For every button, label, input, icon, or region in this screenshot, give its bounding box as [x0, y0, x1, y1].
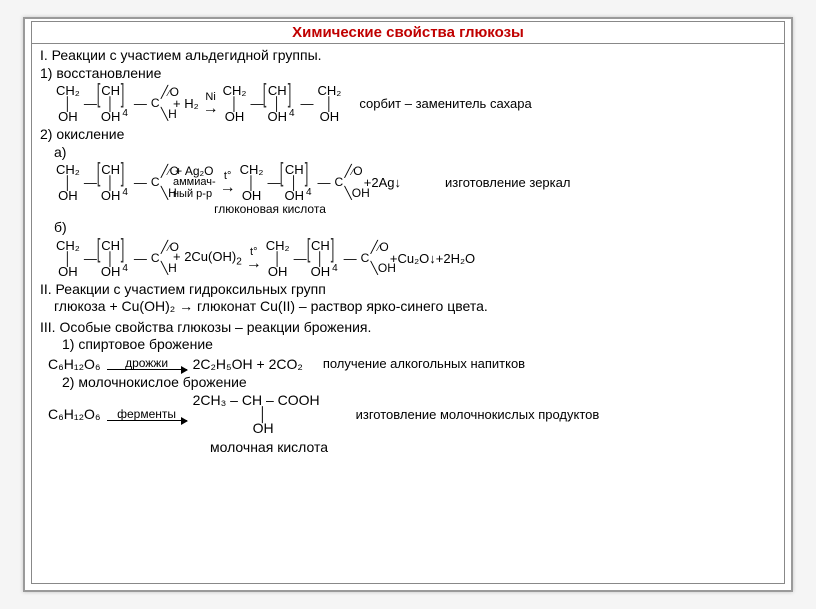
lactic-acid-struct: 2CH₃ – CH – COOH │ OH	[193, 393, 320, 435]
gluconic-label: глюконовая кислота	[170, 202, 370, 216]
glucose-formula: C₆H₁₂O₆	[48, 356, 101, 372]
ferment-1-label: 1) спиртовое брожение	[62, 336, 776, 354]
reaction-silver-mirror: CH₂│OH — CH│OH4 — ╱⁄OC╲H + Ag₂O аммиач- …	[56, 163, 776, 202]
section-3-heading: III. Особые свойства глюкозы – реакции б…	[40, 319, 776, 337]
reaction-lactic-ferment: C₆H₁₂O₆ ферменты 2CH₃ – CH – COOH │ OH и…	[48, 393, 776, 435]
reaction-2b-label: б)	[54, 219, 776, 237]
reaction-1-label: 1) восстановление	[40, 65, 776, 83]
drinks-note: получение алкогольных напитков	[323, 356, 525, 371]
reaction-cuoh: CH₂│OH — CH│OH4 — ╱⁄OC╲H + 2Cu(OH)2 t°→ …	[56, 239, 776, 278]
dairy-note: изготовление молочнокислых продуктов	[356, 407, 600, 422]
mol-ch2-oh: CH₂ │ OH	[56, 84, 80, 123]
cuoh-reagent: + 2Cu(OH)2	[173, 249, 242, 268]
document-frame: Химические свойства глюкозы I. Реакции с…	[23, 17, 793, 592]
document-body: Химические свойства глюкозы I. Реакции с…	[31, 21, 785, 584]
arrow-ni: Ni →	[203, 91, 219, 116]
ethanol-product: 2C₂H₅OH + 2CO₂	[193, 356, 303, 372]
arrow-enzymes: ферменты	[107, 408, 187, 421]
plus-cu2o: +Cu₂O↓+2H₂O	[390, 251, 475, 266]
mirrors-note: изготовление зеркал	[445, 175, 570, 190]
document-title: Химические свойства глюкозы	[32, 22, 784, 44]
mol-ch-oh-bracket: CH │ OH	[101, 84, 121, 123]
reaction-alcohol-ferment: C₆H₁₂O₆ дрожжи 2C₂H₅OH + 2CO₂ получение …	[48, 356, 776, 372]
lactic-acid-label: молочная кислота	[210, 439, 776, 457]
section-1-heading: I. Реакции с участием альдегидной группы…	[40, 47, 776, 65]
sorbit-note: сорбит – заменитель сахара	[359, 96, 531, 111]
reaction-reduction: CH₂ │ OH — CH │ OH 4 — ╱⁄O C ╲H + H₂ Ni …	[56, 84, 776, 123]
reaction-2a-label: а)	[54, 144, 776, 162]
arrow-to: t°→	[220, 170, 236, 195]
arrow-yeast: дрожжи	[107, 357, 187, 370]
reaction-2-label: 2) окисление	[40, 126, 776, 144]
equation-cuoh: глюкоза + Cu(OH)₂ → глюконат Cu(II) – ра…	[54, 298, 776, 316]
aldehyde-group: ╱⁄O C ╲H	[151, 87, 169, 119]
ferment-2-label: 2) молочнокислое брожение	[62, 374, 776, 392]
ag2o-reagent: + Ag₂O аммиач- ный р-р	[173, 165, 216, 201]
section-2-heading: II. Реакции с участием гидроксильных гру…	[40, 281, 776, 299]
